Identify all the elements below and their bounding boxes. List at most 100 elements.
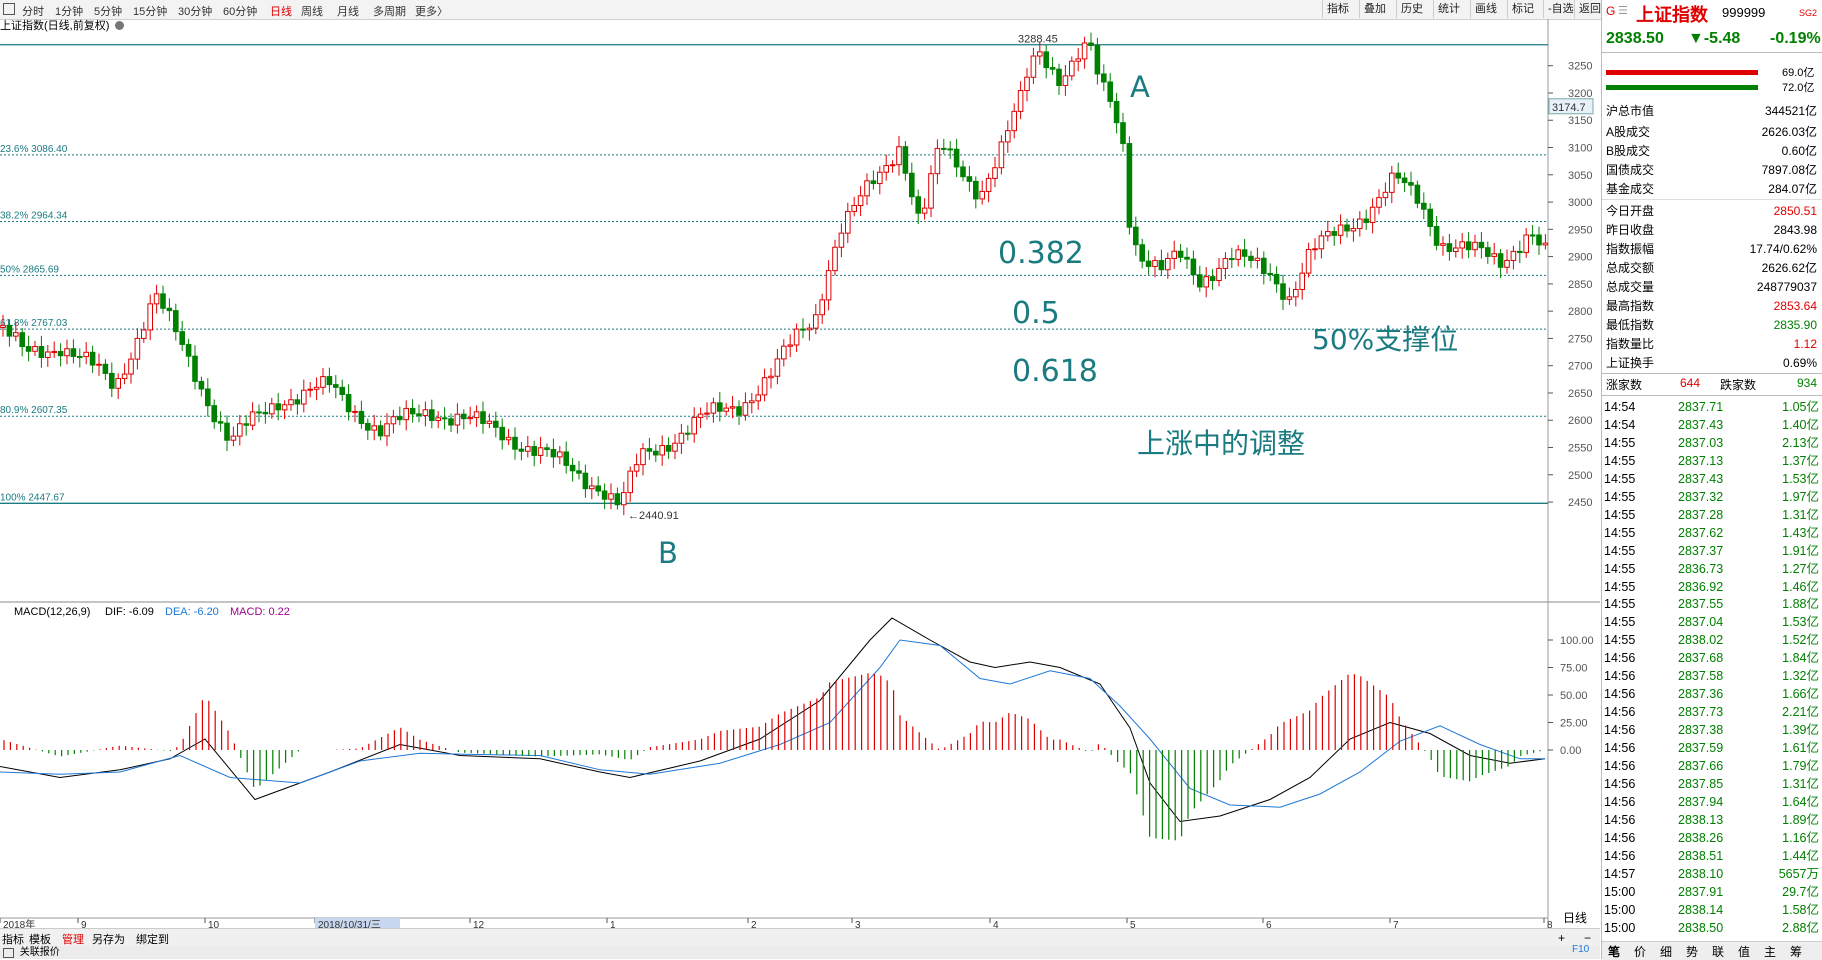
period-10[interactable]: 更多〉	[415, 6, 448, 18]
tick-row: 14:56 2837.94 1.64亿	[1604, 793, 1821, 811]
quote-stat-label: 总成交量	[1606, 280, 1655, 294]
tool-2[interactable]: 历史	[1396, 0, 1427, 18]
candle-body	[1542, 242, 1549, 246]
side-tab-7[interactable]: 筹	[1790, 945, 1803, 959]
status-text[interactable]: 关联报价	[19, 947, 60, 958]
zoom-in-button[interactable]: +	[1558, 931, 1566, 945]
indicator-tab-2[interactable]: 管理	[62, 934, 84, 946]
period-0[interactable]: 分时	[22, 6, 44, 18]
side-tab-6[interactable]: 主	[1764, 945, 1777, 959]
candle-body	[307, 388, 313, 391]
candle-body	[1152, 260, 1158, 267]
candle-body	[691, 416, 698, 435]
candle-body	[1209, 276, 1216, 281]
tick-volume: 1.43亿	[1782, 525, 1819, 540]
price-tick-label: 2700	[1568, 361, 1592, 373]
tool-5[interactable]: 标记	[1507, 0, 1538, 18]
date-axis-mode[interactable]: 日线	[1563, 911, 1588, 925]
candle-body	[128, 358, 134, 375]
side-tab-1[interactable]: 价	[1634, 945, 1647, 959]
tool-4[interactable]: 画线	[1470, 0, 1501, 18]
macd-tick-label: 100.00	[1560, 635, 1594, 647]
candle-body	[19, 332, 25, 348]
candle-body	[1037, 51, 1043, 57]
candle-body	[1158, 260, 1165, 271]
tick-row: 14:56 2837.59 1.61亿	[1604, 739, 1821, 757]
quote-stat-row: 今日开盘 2850.51	[1606, 202, 1819, 220]
tool-6[interactable]: -自选	[1543, 0, 1578, 18]
indicator-tab-4[interactable]: 绑定到	[136, 934, 169, 946]
side-tab-5[interactable]: 值	[1738, 945, 1751, 959]
candle-body	[416, 413, 422, 417]
tick-volume: 1.16亿	[1782, 830, 1819, 845]
quote-stat-label: 最低指数	[1606, 318, 1655, 332]
candle-body	[64, 348, 70, 357]
sell-strength-bar	[1606, 85, 1758, 90]
tool-0[interactable]: 指标	[1322, 0, 1353, 18]
candle-body	[96, 363, 102, 366]
quote-stat-value: 1.12	[1793, 337, 1817, 351]
indicator-tab-1[interactable]: 模板	[29, 934, 51, 946]
side-tab-0[interactable]: 笔	[1608, 945, 1621, 959]
quote-stat-value: 2843.98	[1773, 223, 1817, 237]
tick-price: 2837.68	[1678, 651, 1724, 666]
candle-body	[345, 394, 352, 413]
buy-strength-bar	[1606, 70, 1758, 75]
zoom-out-button[interactable]: −	[1584, 931, 1592, 945]
tick-row: 14:56 2837.68 1.84亿	[1604, 649, 1821, 667]
period-8[interactable]: 月线	[337, 6, 359, 18]
period-5[interactable]: 60分钟	[223, 6, 258, 18]
tool-3[interactable]: 统计	[1433, 0, 1464, 18]
period-1[interactable]: 1分钟	[55, 6, 84, 18]
candle-body	[1497, 253, 1504, 268]
candle-body	[685, 432, 691, 435]
period-2[interactable]: 5分钟	[94, 6, 123, 18]
up-count: 644	[1680, 376, 1701, 390]
quote-stat-row: B股成交 0.60亿	[1606, 142, 1819, 160]
period-9[interactable]: 多周期	[373, 6, 406, 18]
tool-1[interactable]: 叠加	[1359, 0, 1390, 18]
tick-time: 14:55	[1604, 561, 1636, 576]
period-7[interactable]: 周线	[301, 6, 323, 18]
menu-square-icon[interactable]	[3, 3, 15, 15]
date-tick-label: 2	[751, 920, 757, 928]
indicator-tab-0[interactable]: 指标	[2, 934, 24, 946]
candle-body	[13, 332, 19, 337]
down-count-label: 跌家数	[1720, 378, 1757, 392]
candle-body	[729, 406, 736, 409]
period-3[interactable]: 15分钟	[133, 6, 168, 18]
menu-lines-icon[interactable]: ☰	[1618, 5, 1628, 17]
quote-stat-row: 指数振幅 17.74/0.62%	[1606, 240, 1819, 258]
indicator-tab-3[interactable]: 另存为	[92, 934, 125, 946]
side-tab-4[interactable]: 联	[1712, 945, 1725, 959]
tick-row: 14:55 2837.37 1.91亿	[1604, 542, 1821, 560]
quote-badge: G	[1606, 4, 1616, 18]
f10-button[interactable]: F10	[1572, 944, 1590, 955]
kline-chart[interactable]: 3250 3200 3150 3100 3050 3000 2950 2900 2850 2800…	[0, 19, 1600, 928]
candle-body	[1472, 241, 1478, 251]
fib-label: 23.6% 3086.40	[0, 144, 68, 155]
settings-dot-icon[interactable]	[115, 21, 125, 30]
tick-volume: 1.84亿	[1782, 651, 1819, 666]
candle-body	[1517, 250, 1523, 254]
candle-body	[1171, 250, 1178, 259]
period-6[interactable]: 日线	[270, 6, 292, 18]
tool-7[interactable]: 返回	[1574, 0, 1605, 18]
candle-body	[102, 363, 109, 374]
tick-price: 2837.94	[1678, 794, 1724, 809]
date-tick-label: 2018年	[3, 918, 35, 928]
label-adjust: 上涨中的调整	[1137, 427, 1306, 460]
tick-time: 14:56	[1604, 848, 1636, 863]
date-tick-label: 12	[473, 920, 485, 928]
candle-body	[998, 141, 1005, 169]
candle-body	[435, 417, 441, 421]
side-tab-2[interactable]: 细	[1660, 945, 1673, 959]
candle-body	[256, 411, 262, 414]
candle-body	[921, 207, 928, 214]
quote-panel: G ☰ 上证指数 999999 SG2 2838.50 ▼-5.48 -0.19…	[1572, 0, 1822, 960]
side-tab-3[interactable]: 势	[1686, 945, 1699, 959]
period-4[interactable]: 30分钟	[178, 6, 213, 18]
tick-volume: 1.32亿	[1782, 669, 1819, 684]
quote-stat-label: 上证换手	[1606, 356, 1655, 370]
candle-body	[1254, 257, 1261, 261]
